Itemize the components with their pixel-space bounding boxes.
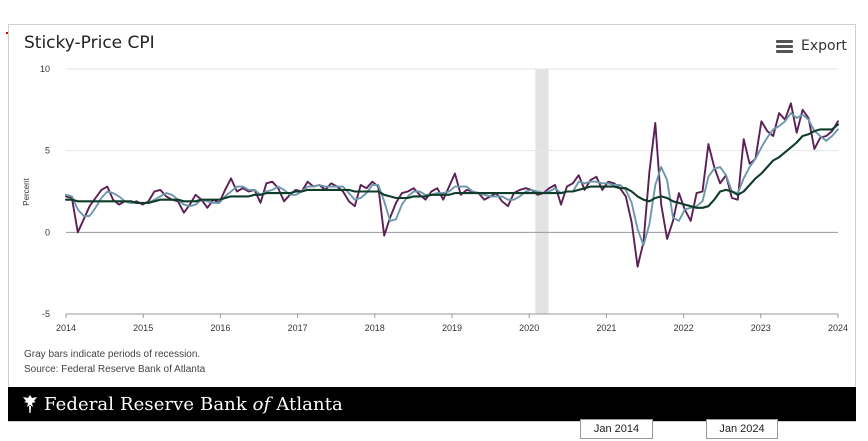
x-tick-label-2016: 2016	[210, 323, 230, 333]
x-tick-label-2024: 2024	[828, 323, 848, 333]
x-tick-label-2014: 2014	[56, 323, 76, 333]
series-line-twelve_month	[64, 123, 840, 209]
export-label: Export	[801, 38, 847, 54]
chart-title: Sticky-Price CPI	[24, 33, 155, 53]
chart-container	[8, 24, 856, 422]
marker-dot	[6, 32, 8, 34]
series-line-monthly	[65, 102, 839, 268]
navigator-start-handle[interactable]: Jan 2014	[580, 419, 653, 439]
y-tick-label-5: 5	[45, 146, 50, 156]
export-button[interactable]: Export	[776, 38, 847, 54]
y-tick-label--5: -5	[42, 309, 50, 319]
x-tick-label-2019: 2019	[442, 323, 462, 333]
y-tick-label-0: 0	[45, 227, 50, 237]
eagle-logo-icon	[23, 395, 37, 413]
bank-name: Federal Reserve Bank of Atlanta	[44, 393, 343, 415]
x-tick-label-2017: 2017	[288, 323, 308, 333]
x-tick-label-2023: 2023	[751, 323, 771, 333]
x-tick-label-2021: 2021	[596, 323, 616, 333]
x-tick-label-2018: 2018	[365, 323, 385, 333]
recession-bar-0	[535, 69, 549, 314]
navigator-end-handle[interactable]: Jan 2024	[706, 419, 778, 439]
y-axis-label: Percent	[22, 177, 31, 205]
x-tick-label-2022: 2022	[674, 323, 694, 333]
menu-icon	[776, 39, 793, 53]
source-note: Source: Federal Reserve Bank of Atlanta	[24, 364, 206, 375]
series-line-three_month	[65, 112, 839, 247]
y-tick-label-10: 10	[40, 64, 50, 74]
x-tick-label-2020: 2020	[519, 323, 539, 333]
recession-note: Gray bars indicate periods of recession.	[24, 349, 201, 360]
x-tick-label-2015: 2015	[133, 323, 153, 333]
footer-banner: Federal Reserve Bank of Atlanta	[8, 387, 856, 421]
